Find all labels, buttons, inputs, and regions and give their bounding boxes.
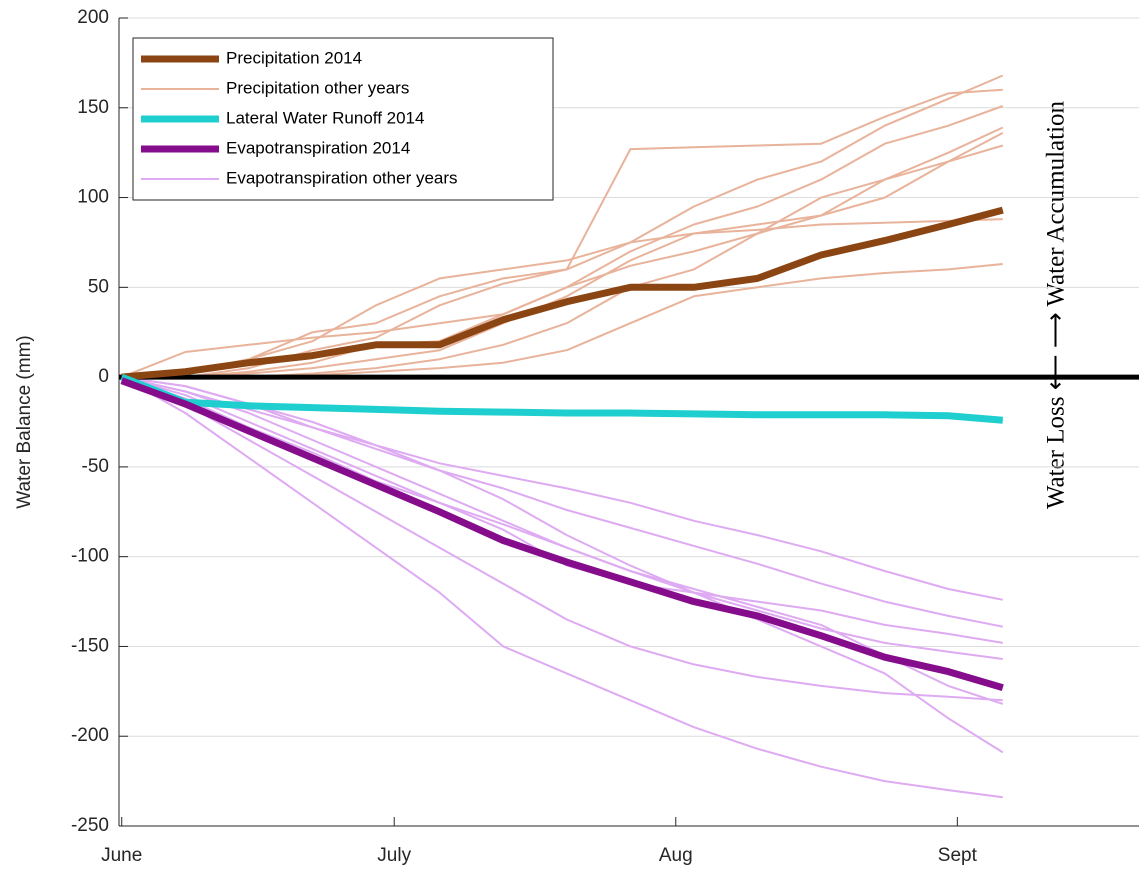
data-line: [121, 376, 1004, 754]
legend-label: Lateral Water Runoff 2014: [226, 108, 424, 127]
x-tick-label: Aug: [659, 845, 693, 866]
annotation: Water Loss ⟵ ⟶ Water Accumulation: [1043, 100, 1070, 509]
data-line: [121, 376, 1004, 705]
y-tick-label: -150: [71, 635, 109, 656]
data-line: [121, 206, 1004, 381]
y-tick-label: -200: [71, 725, 109, 746]
x-tick-label: July: [377, 845, 411, 866]
y-tick-label: 0: [98, 366, 109, 387]
data-line: [120, 373, 1004, 424]
data-line: [121, 218, 1003, 379]
data-line: [121, 376, 1003, 601]
data-line: [121, 376, 1003, 628]
data-line: [121, 376, 1003, 799]
legend-label: Evapotranspiration 2014: [226, 138, 410, 157]
y-tick-label: -50: [82, 456, 109, 477]
x-tick-label: June: [101, 845, 142, 866]
data-line: [121, 376, 1003, 702]
data-line: [121, 132, 1004, 379]
y-tick-label: 150: [77, 97, 109, 118]
legend-label: Evapotranspiration other years: [226, 168, 458, 187]
legend-label: Precipitation 2014: [226, 48, 362, 67]
x-tick-label: Sept: [938, 845, 978, 866]
legend: Precipitation 2014 Precipitation other ye…: [132, 37, 554, 201]
y-axis-label: Water Balance (mm): [14, 335, 35, 509]
data-line: [120, 377, 1004, 692]
data-line: [121, 126, 1004, 379]
y-tick-label: -250: [71, 815, 109, 836]
y-tick-label: -100: [71, 546, 109, 567]
legend-label: Precipitation other years: [226, 78, 409, 97]
y-tick-label: 200: [77, 7, 109, 28]
y-tick-label: 50: [88, 276, 109, 297]
y-tick-label: 100: [77, 187, 109, 208]
